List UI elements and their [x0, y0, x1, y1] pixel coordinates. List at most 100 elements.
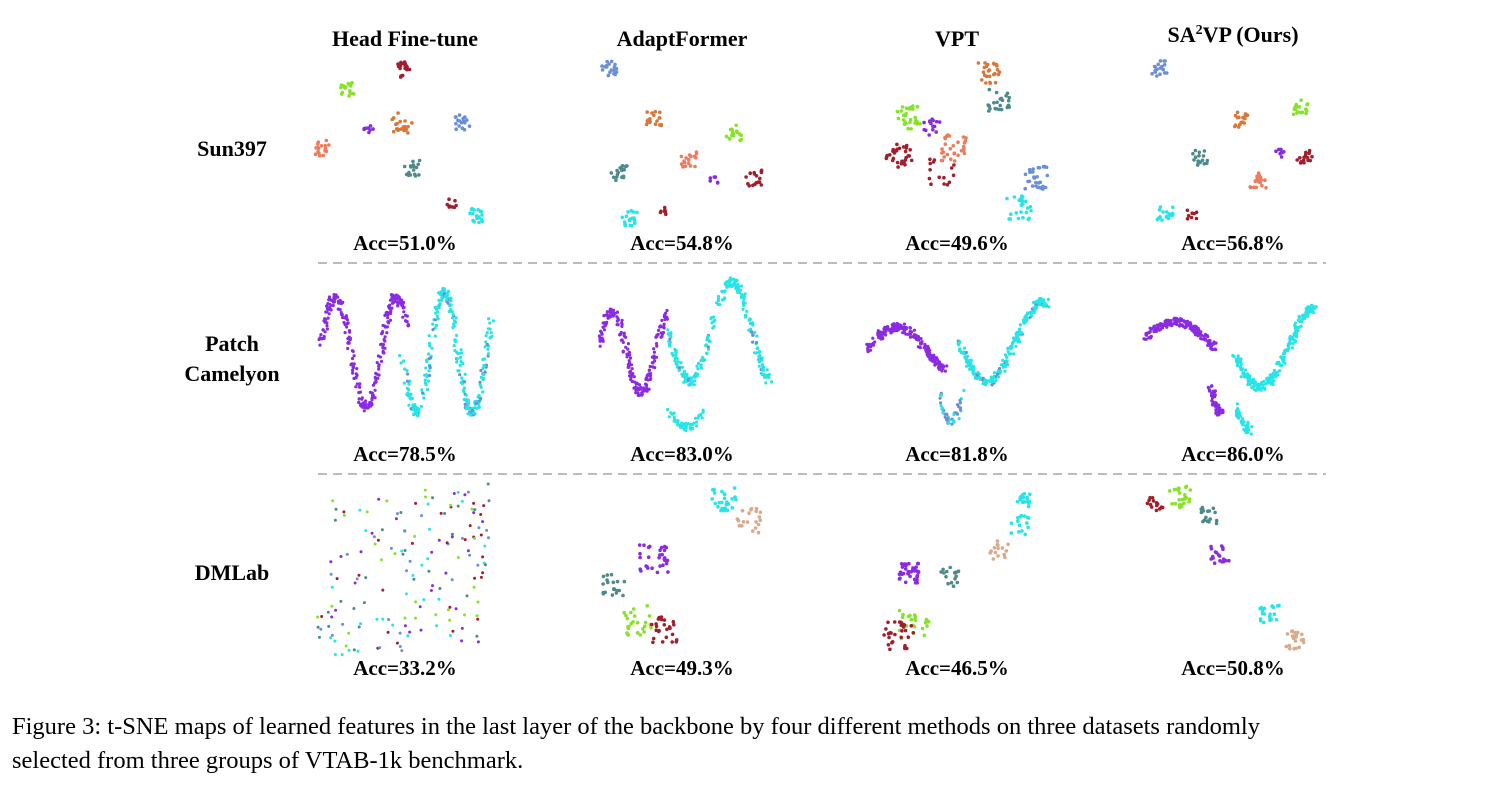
tsne-point — [1308, 305, 1312, 309]
tsne-point — [886, 326, 890, 330]
tsne-point — [615, 323, 619, 327]
tsne-point — [370, 398, 374, 402]
tsne-point — [439, 298, 444, 302]
tsne-point — [481, 390, 485, 394]
tsne-point — [1170, 211, 1175, 216]
tsne-point — [483, 563, 487, 567]
tsne-point — [476, 208, 480, 212]
tsne-point — [700, 416, 704, 420]
tsne-point — [1016, 519, 1020, 523]
tsne-point — [733, 495, 737, 499]
tsne-point — [741, 293, 745, 298]
tsne-point — [920, 626, 925, 631]
tsne-point — [600, 68, 605, 72]
tsne-point — [597, 334, 602, 338]
tsne-point — [1206, 385, 1210, 389]
tsne-point — [354, 385, 358, 389]
tsne-point — [1158, 59, 1163, 63]
tsne-point — [688, 164, 693, 168]
tsne-point — [428, 527, 431, 531]
tsne-point — [1213, 510, 1217, 515]
tsne-point — [609, 59, 614, 64]
tsne-point — [664, 561, 669, 566]
tsne-point — [991, 557, 996, 561]
tsne-point — [1008, 217, 1013, 221]
tsne-point — [928, 161, 932, 166]
tsne-point — [483, 370, 487, 374]
tsne-point — [625, 164, 629, 168]
tsne-point — [1046, 297, 1050, 301]
tsne-point — [685, 372, 689, 376]
tsne-point — [755, 334, 759, 338]
accuracy-label: Acc=54.8% — [630, 231, 734, 255]
tsne-point — [622, 331, 626, 335]
tsne-point — [406, 173, 411, 178]
tsne-point — [1003, 555, 1007, 560]
tsne-point — [722, 492, 727, 496]
title-part: VP (Ours) — [1203, 22, 1299, 47]
tsne-point — [1304, 314, 1308, 318]
tsne-point — [621, 350, 625, 354]
tsne-point — [388, 318, 393, 322]
tsne-point — [1297, 645, 1301, 650]
tsne-point — [968, 367, 972, 371]
tsne-point — [388, 307, 392, 311]
tsne-point — [1185, 319, 1190, 323]
tsne-point — [759, 169, 764, 174]
tsne-point — [1272, 368, 1276, 373]
tsne-point — [393, 552, 397, 556]
tsne-point — [1268, 612, 1272, 617]
tsne-point — [937, 120, 942, 124]
tsne-point — [1017, 523, 1022, 527]
tsne-point — [1262, 606, 1267, 611]
tsne-point — [473, 576, 477, 580]
tsne-point — [745, 309, 749, 313]
tsne-point — [630, 367, 634, 371]
tsne-point — [450, 532, 454, 536]
tsne-point — [1020, 529, 1024, 533]
tsne-point — [398, 645, 402, 648]
tsne-point — [910, 330, 914, 334]
tsne-point — [453, 338, 457, 342]
tsne-point — [1212, 561, 1217, 565]
tsne-point — [420, 514, 423, 518]
tsne-point — [1164, 319, 1168, 323]
tsne-point — [1200, 507, 1205, 512]
tsne-point — [760, 372, 764, 377]
tsne-point — [460, 536, 464, 540]
tsne-point — [946, 581, 950, 586]
tsne-point — [994, 90, 999, 95]
tsne-point — [950, 422, 954, 426]
tsne-point — [1291, 336, 1295, 340]
tsne-point — [1288, 646, 1292, 651]
tsne-point — [916, 336, 921, 340]
tsne-point — [642, 543, 646, 547]
tsne-point — [940, 147, 944, 151]
tsne-point — [327, 624, 331, 628]
tsne-point — [711, 315, 716, 319]
tsne-point — [1206, 339, 1210, 343]
tsne-point — [1275, 371, 1279, 375]
tsne-point — [411, 168, 416, 172]
tsne-point — [343, 86, 347, 90]
tsne-point — [751, 529, 755, 533]
tsne-point — [1294, 646, 1298, 651]
tsne-point — [996, 375, 1001, 379]
tsne-point — [362, 409, 366, 413]
tsne-point — [326, 307, 330, 311]
tsne-point — [949, 166, 954, 170]
tsne-point — [901, 145, 906, 149]
tsne-point — [1214, 348, 1218, 352]
tsne-point — [652, 354, 656, 358]
tsne-point — [737, 523, 742, 528]
tsne-point — [475, 634, 479, 638]
tsne-point — [1000, 546, 1005, 550]
tsne-point — [1185, 217, 1190, 221]
tsne-point — [392, 297, 397, 301]
tsne-point — [329, 308, 333, 312]
tsne-point — [725, 508, 730, 513]
tsne-point — [1009, 352, 1013, 356]
tsne-point — [395, 512, 399, 516]
tsne-point — [358, 508, 362, 512]
tsne-point — [931, 124, 935, 129]
